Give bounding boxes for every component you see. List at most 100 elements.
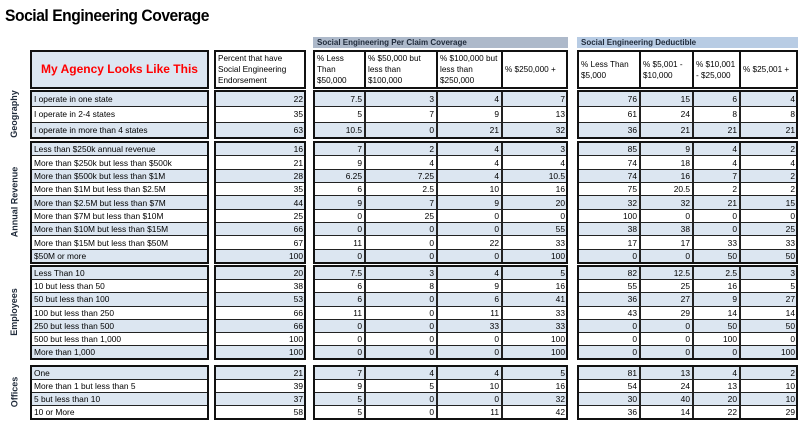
- table-cell-deductible-3: 0: [740, 208, 798, 224]
- table-cell-deductible-3: 33: [740, 235, 798, 250]
- table-cell-coverage-2: 22: [437, 235, 502, 250]
- table-cell-coverage-0: 0: [313, 332, 365, 347]
- table-cell-coverage-1: 0: [365, 305, 437, 320]
- deductible-band-header: Social Engineering Deductible: [577, 37, 798, 48]
- table-cell-endorsement: 22: [214, 91, 306, 108]
- row-label: Less than $250k annual revenue: [30, 142, 209, 157]
- table-cell-deductible-0: 55: [577, 279, 640, 294]
- table-cell-deductible-2: 6: [693, 91, 740, 108]
- table-cell-coverage-2: 33: [437, 318, 502, 333]
- table-cell-deductible-2: 4: [693, 155, 740, 170]
- table-cell-coverage-2: 4: [437, 155, 502, 170]
- table-cell-coverage-0: 0: [313, 208, 365, 224]
- table-cell-coverage-3: 32: [502, 121, 568, 138]
- row-label: 500 but less than 1,000: [30, 332, 209, 347]
- table-cell-deductible-2: 50: [693, 248, 740, 264]
- table-cell-coverage-3: 32: [502, 392, 568, 406]
- table-cell-deductible-3: 8: [740, 106, 798, 123]
- table-cell-endorsement: 66: [214, 222, 306, 237]
- row-label: 50 but less than 100: [30, 292, 209, 307]
- table-cell-deductible-1: 25: [640, 279, 693, 294]
- table-cell-endorsement: 16: [214, 142, 306, 157]
- table-cell-coverage-3: 41: [502, 292, 568, 307]
- table-cell-coverage-3: 0: [502, 208, 568, 224]
- table-cell-deductible-2: 4: [693, 366, 740, 380]
- table-cell-coverage-1: 25: [365, 208, 437, 224]
- table-cell-deductible-2: 21: [693, 121, 740, 138]
- table-cell-deductible-0: 54: [577, 379, 640, 393]
- table-cell-coverage-1: 2: [365, 142, 437, 157]
- table-cell-endorsement: 66: [214, 305, 306, 320]
- page-title: Social Engineering Coverage: [5, 6, 210, 25]
- table-cell-coverage-2: 10: [437, 182, 502, 197]
- table-cell-deductible-0: 0: [577, 345, 640, 360]
- table-cell-coverage-2: 0: [437, 248, 502, 264]
- table-cell-deductible-1: 13: [640, 366, 693, 380]
- row-label: More than $1M but less than $2.5M: [30, 182, 209, 197]
- row-label: One: [30, 366, 209, 380]
- table-cell-deductible-3: 10: [740, 392, 798, 406]
- section-label-offices: Offices: [0, 366, 28, 418]
- table-cell-coverage-1: 0: [365, 392, 437, 406]
- table-cell-deductible-0: 36: [577, 121, 640, 138]
- table-cell-deductible-1: 38: [640, 222, 693, 237]
- table-cell-coverage-1: 7: [365, 195, 437, 210]
- table-cell-deductible-0: 75: [577, 182, 640, 197]
- table-cell-deductible-1: 0: [640, 345, 693, 360]
- table-cell-deductible-0: 100: [577, 208, 640, 224]
- table-cell-deductible-2: 50: [693, 318, 740, 333]
- table-cell-coverage-0: 6.25: [313, 168, 365, 184]
- section-label-employees: Employees: [0, 266, 28, 358]
- table-cell-endorsement: 28: [214, 168, 306, 184]
- table-cell-deductible-0: 61: [577, 106, 640, 123]
- table-cell-deductible-2: 8: [693, 106, 740, 123]
- row-label: 100 but less than 250: [30, 305, 209, 320]
- table-cell-coverage-2: 4: [437, 91, 502, 108]
- table-cell-coverage-3: 3: [502, 142, 568, 157]
- table-cell-deductible-2: 13: [693, 379, 740, 393]
- table-cell-coverage-2: 11: [437, 405, 502, 419]
- table-cell-endorsement: 66: [214, 318, 306, 333]
- table-cell-coverage-3: 100: [502, 248, 568, 264]
- table-cell-coverage-1: 0: [365, 405, 437, 419]
- table-cell-coverage-3: 7: [502, 91, 568, 108]
- table-cell-deductible-2: 33: [693, 235, 740, 250]
- table-cell-deductible-3: 15: [740, 195, 798, 210]
- table-cell-coverage-3: 4: [502, 155, 568, 170]
- table-cell-endorsement: 53: [214, 292, 306, 307]
- table-cell-coverage-1: 7.25: [365, 168, 437, 184]
- table-cell-deductible-1: 9: [640, 142, 693, 157]
- table-cell-deductible-1: 17: [640, 235, 693, 250]
- table-cell-deductible-1: 16: [640, 168, 693, 184]
- table-cell-deductible-3: 2: [740, 366, 798, 380]
- table-cell-coverage-2: 0: [437, 345, 502, 360]
- table-cell-deductible-1: 15: [640, 91, 693, 108]
- table-cell-coverage-1: 0: [365, 235, 437, 250]
- agency-label: My Agency Looks Like This: [41, 62, 198, 76]
- table-cell-deductible-3: 29: [740, 405, 798, 419]
- section-label-annual-revenue: Annual Revenue: [0, 142, 28, 262]
- table-cell-deductible-2: 2.5: [693, 266, 740, 281]
- table-cell-coverage-0: 10.5: [313, 121, 365, 138]
- table-cell-coverage-3: 16: [502, 379, 568, 393]
- endorsement-header: Percent that have Social Engineering End…: [214, 50, 306, 89]
- table-cell-coverage-3: 20: [502, 195, 568, 210]
- table-cell-deductible-0: 0: [577, 318, 640, 333]
- table-cell-coverage-0: 7.5: [313, 266, 365, 281]
- table-cell-deductible-0: 32: [577, 195, 640, 210]
- table-cell-coverage-2: 4: [437, 142, 502, 157]
- table-cell-deductible-3: 2: [740, 168, 798, 184]
- table-cell-deductible-0: 74: [577, 155, 640, 170]
- table-cell-deductible-1: 0: [640, 332, 693, 347]
- table-cell-endorsement: 37: [214, 392, 306, 406]
- table-cell-deductible-2: 7: [693, 168, 740, 184]
- table-cell-deductible-1: 14: [640, 405, 693, 419]
- table-cell-coverage-2: 9: [437, 279, 502, 294]
- table-cell-deductible-0: 17: [577, 235, 640, 250]
- coverage-header-2: % $100,000 but less than $250,000: [436, 50, 503, 89]
- table-cell-deductible-1: 20.5: [640, 182, 693, 197]
- table-cell-deductible-0: 81: [577, 366, 640, 380]
- table-cell-deductible-1: 29: [640, 305, 693, 320]
- table-cell-endorsement: 67: [214, 235, 306, 250]
- table-cell-coverage-0: 7: [313, 366, 365, 380]
